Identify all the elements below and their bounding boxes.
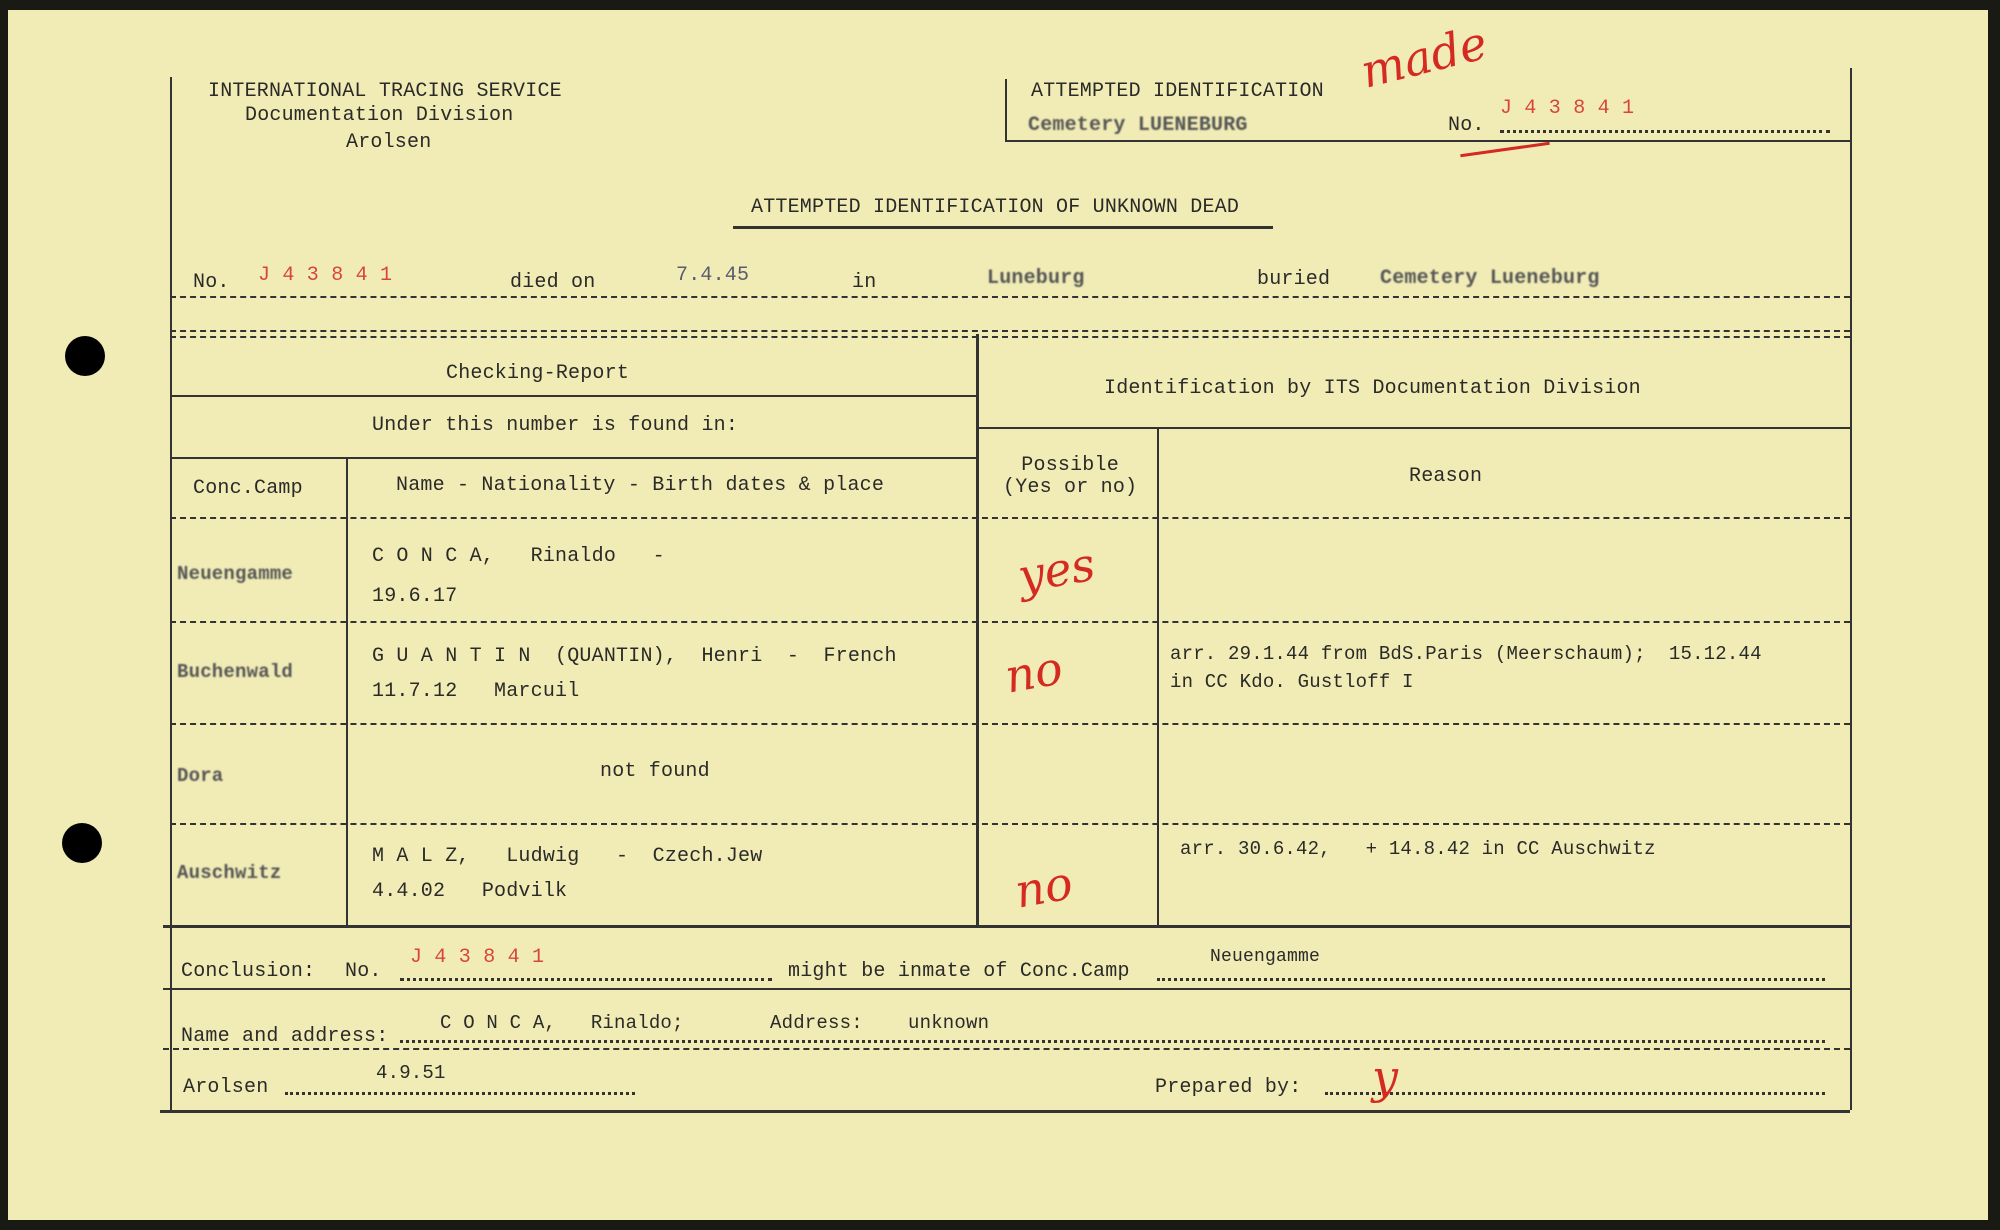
box-no-value: J 4 3 8 4 1	[1500, 97, 1635, 120]
identification-header: Identification by ITS Documentation Divi…	[1104, 377, 1641, 400]
col-possible-header: Possible (Yes or no)	[1003, 454, 1138, 499]
col-reason-header: Reason	[1409, 465, 1483, 488]
frame-left	[170, 77, 172, 1110]
dots	[1157, 978, 1825, 981]
buried-value: Cemetery Lueneburg	[1380, 267, 1600, 290]
name-value: C O N C A, Rinaldo;	[440, 1012, 684, 1034]
prepared-label: Prepared by:	[1155, 1076, 1302, 1099]
row-camp: Neuengamme	[177, 563, 294, 585]
line	[163, 988, 1850, 990]
record-line	[170, 296, 1850, 298]
row-birth: 11.7.12 Marcuil	[372, 680, 580, 703]
row-name: M A L Z, Ludwig - Czech.Jew	[372, 845, 763, 868]
org-city: Arolsen	[346, 131, 432, 154]
conclusion-no-value: J 4 3 8 4 1	[410, 946, 545, 969]
page-title: ATTEMPTED IDENTIFICATION OF UNKNOWN DEAD	[751, 196, 1240, 219]
box-no-label: No.	[1448, 114, 1485, 137]
under-number-header: Under this number is found in:	[372, 414, 739, 437]
name-address-label: Name and address:	[181, 1025, 389, 1048]
line	[170, 823, 1850, 825]
row-camp: Auschwitz	[177, 862, 282, 884]
org-name: INTERNATIONAL TRACING SERVICE	[208, 80, 562, 103]
dots	[400, 1040, 1825, 1043]
line	[976, 427, 1850, 429]
row-birth: 19.6.17	[372, 585, 458, 608]
col-divider-camp	[346, 457, 348, 925]
box-cemetery: Cemetery LUENEBURG	[1028, 114, 1248, 137]
org-division: Documentation Division	[245, 104, 514, 127]
line	[163, 925, 1850, 928]
row-birth: 4.4.02 Podvilk	[372, 880, 568, 903]
line	[170, 457, 976, 459]
line	[170, 517, 1850, 519]
document-card	[8, 10, 1988, 1220]
double-line-top	[170, 330, 1850, 332]
record-no-label: No.	[193, 271, 230, 294]
box-no-dots	[1500, 130, 1830, 133]
title-underline	[733, 226, 1273, 229]
row-name: G U A N T I N (QUANTIN), Henri - French	[372, 645, 897, 668]
prepared-initial: y	[1372, 1050, 1398, 1104]
box-underline	[1005, 140, 1850, 142]
row-camp: Buchenwald	[177, 661, 294, 683]
dots	[400, 978, 772, 981]
frame-bottom	[160, 1110, 1850, 1113]
row-name: not found	[600, 760, 710, 783]
died-value: 7.4.45	[676, 264, 750, 287]
line	[170, 395, 976, 397]
in-label: in	[852, 271, 877, 294]
punch-hole	[65, 336, 105, 376]
col-camp-header: Conc.Camp	[193, 477, 303, 500]
row-possible: no	[1010, 855, 1077, 919]
row-possible: no	[1000, 640, 1067, 704]
box-divider	[1005, 79, 1007, 140]
col-divider-possible	[1157, 427, 1159, 925]
might-be-label: might be inmate of Conc.Camp	[788, 960, 1130, 983]
line	[170, 723, 1850, 725]
record-no-value: J 4 3 8 4 1	[258, 264, 393, 287]
punch-hole	[62, 823, 102, 863]
box-title: ATTEMPTED IDENTIFICATION	[1031, 80, 1324, 103]
checking-report-header: Checking-Report	[446, 362, 630, 385]
address-value: unknown	[908, 1012, 990, 1034]
conclusion-camp: Neuengamme	[1210, 947, 1321, 967]
conclusion-no-label: No.	[345, 960, 382, 983]
conclusion-label: Conclusion:	[181, 960, 316, 983]
row-camp: Dora	[177, 765, 224, 787]
died-label: died on	[510, 271, 596, 294]
buried-label: buried	[1257, 268, 1331, 291]
line	[163, 1048, 1850, 1050]
row-name: C O N C A, Rinaldo -	[372, 545, 665, 568]
dots	[1325, 1092, 1825, 1095]
row-reason: arr. 30.6.42, + 14.8.42 in CC Auschwitz	[1180, 838, 1656, 860]
line	[170, 621, 1850, 623]
dots	[285, 1092, 635, 1095]
col-name-header: Name - Nationality - Birth dates & place	[396, 474, 885, 497]
double-line-bottom	[170, 336, 1850, 338]
row-reason: arr. 29.1.44 from BdS.Paris (Meerschaum)…	[1170, 643, 1762, 693]
in-value: Luneburg	[987, 267, 1085, 290]
place-label: Arolsen	[183, 1076, 269, 1099]
frame-right	[1850, 68, 1852, 1110]
address-label: Address:	[770, 1012, 863, 1034]
table-divider	[976, 334, 979, 925]
date-value: 4.9.51	[376, 1062, 446, 1084]
